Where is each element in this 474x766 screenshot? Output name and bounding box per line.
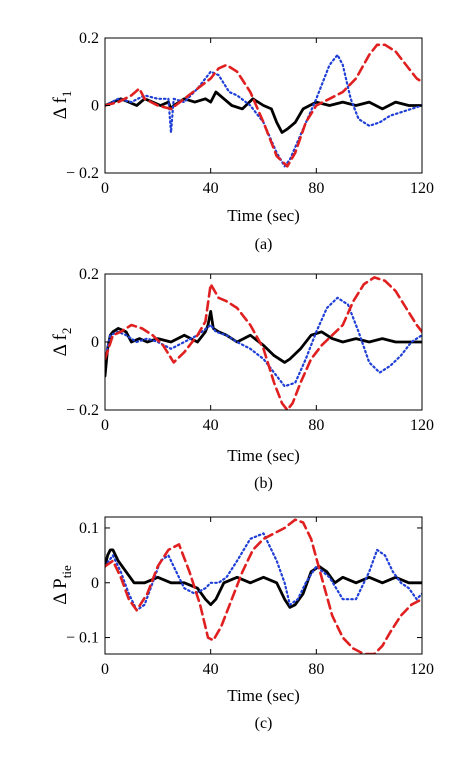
- x-axis-label: Time (sec): [227, 446, 300, 465]
- panel-caption: (a): [255, 236, 273, 253]
- y-tick-label: 0: [91, 98, 99, 115]
- x-tick-label: 0: [101, 180, 109, 197]
- svg-text:Δ Ptie: Δ Ptie: [50, 565, 74, 605]
- series-line-dashed: [105, 276, 422, 410]
- x-tick-label: 80: [308, 661, 324, 678]
- y-tick-label: 0: [91, 575, 99, 592]
- svg-text:Δ f2: Δ f2: [50, 328, 74, 357]
- x-tick-label: 120: [410, 661, 434, 678]
- y-tick-label: 0.2: [79, 266, 99, 283]
- y-axis-label-main: Δ f: [50, 96, 71, 119]
- y-axis-label-subscript: 2: [59, 328, 74, 335]
- y-tick-label: 0.2: [79, 30, 99, 47]
- y-axis-label-main: Δ f: [50, 333, 71, 356]
- x-axis-label: Time (sec): [227, 686, 300, 705]
- series-line-dotted: [105, 296, 422, 388]
- y-tick-label: − 0.1: [66, 630, 99, 647]
- x-tick-label: 80: [308, 417, 324, 434]
- y-axis-label-subscript: 1: [59, 91, 74, 98]
- series-line-dotted: [105, 53, 422, 168]
- panel-caption: (c): [255, 715, 273, 732]
- series-line-dashed: [105, 518, 422, 654]
- x-tick-label: 0: [101, 661, 109, 678]
- series-line-solid: [105, 548, 422, 609]
- x-tick-label: 120: [410, 417, 434, 434]
- y-axis-label-main: Δ P: [50, 578, 71, 605]
- series-line-dashed: [105, 43, 422, 168]
- y-tick-label: 0.1: [79, 520, 99, 537]
- y-tick-label: − 0.2: [66, 402, 99, 419]
- x-tick-label: 40: [203, 180, 219, 197]
- y-axis-label: Δ f1: [50, 91, 74, 120]
- svg-text:Δ f1: Δ f1: [50, 91, 74, 120]
- x-axis-label: Time (sec): [227, 206, 300, 225]
- x-tick-label: 120: [410, 180, 434, 197]
- y-axis-label: Δ Ptie: [50, 565, 74, 605]
- x-tick-label: 0: [101, 417, 109, 434]
- panel-caption: (b): [254, 475, 273, 492]
- y-axis-label-subscript: tie: [59, 565, 74, 578]
- y-axis-label: Δ f2: [50, 328, 74, 357]
- y-tick-label: 0: [91, 334, 99, 351]
- x-tick-label: 80: [308, 180, 324, 197]
- y-tick-label: − 0.2: [66, 165, 99, 182]
- plot-frame: [104, 516, 423, 655]
- series-line-dotted: [105, 532, 422, 612]
- x-tick-label: 40: [203, 417, 219, 434]
- x-tick-label: 40: [203, 661, 219, 678]
